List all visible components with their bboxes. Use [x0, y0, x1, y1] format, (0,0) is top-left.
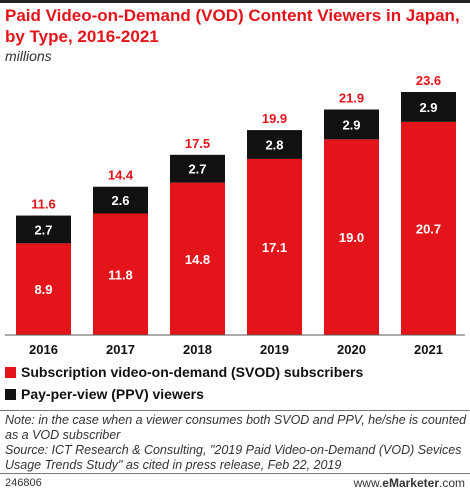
bar-ppv-2021 [401, 92, 456, 122]
bar-svod-2019 [247, 158, 302, 335]
brand-suffix: .com [438, 476, 465, 490]
x-tick-label-2018: 2018 [183, 342, 212, 357]
data-label-ppv-2018: 2.7 [188, 162, 206, 177]
legend-label-ppv: Pay-per-view (PPV) viewers [21, 386, 204, 402]
bar-ppv-2019 [247, 130, 302, 159]
x-tick-label-2020: 2020 [337, 342, 366, 357]
brand-prefix: www. [353, 476, 383, 490]
x-tick-label-2016: 2016 [29, 342, 58, 357]
brand-logo[interactable]: www.eMarketer.com [354, 476, 465, 490]
legend-swatch-ppv [5, 388, 16, 400]
data-label-ppv-2016: 2.7 [34, 222, 52, 237]
bar-ppv-2018 [170, 154, 225, 183]
data-label-svod-2018: 14.8 [185, 252, 210, 267]
x-tick-label-2021: 2021 [414, 342, 443, 357]
chart-id: 246806 [5, 477, 42, 489]
bar-svod-2017 [93, 213, 148, 335]
bar-svod-2018 [170, 182, 225, 335]
source-note: Note: in the case when a viewer consumes… [5, 413, 467, 472]
total-label-2020: 21.9 [339, 91, 364, 106]
legend-swatch-svod [5, 366, 16, 378]
bar-svod-2021 [401, 121, 456, 335]
x-tick-label-2017: 2017 [106, 342, 135, 357]
bar-ppv-2016 [16, 215, 71, 244]
data-label-svod-2019: 17.1 [262, 240, 287, 255]
data-label-ppv-2017: 2.6 [111, 193, 129, 208]
data-label-svod-2021: 20.7 [416, 221, 441, 236]
footer-divider [0, 473, 470, 474]
legend-label-svod: Subscription video-on-demand (SVOD) subs… [21, 364, 364, 380]
data-label-ppv-2019: 2.8 [265, 138, 283, 153]
total-label-2016: 11.6 [31, 197, 56, 212]
data-label-ppv-2021: 2.9 [419, 100, 437, 115]
total-label-2018: 17.5 [185, 136, 210, 151]
x-tick-label-2019: 2019 [260, 342, 289, 357]
legend-item-svod: Subscription video-on-demand (SVOD) subs… [5, 363, 363, 381]
data-label-svod-2020: 19.0 [339, 230, 364, 245]
data-label-ppv-2020: 2.9 [342, 117, 360, 132]
divider [0, 410, 470, 411]
chart-title: Paid Video-on-Demand (VOD) Content Viewe… [5, 6, 460, 46]
bar-ppv-2020 [324, 109, 379, 140]
bar-svod-2020 [324, 139, 379, 335]
data-label-svod-2017: 11.8 [108, 267, 133, 282]
total-label-2017: 14.4 [108, 168, 134, 183]
bar-ppv-2017 [93, 186, 148, 214]
total-label-2019: 19.9 [262, 111, 287, 126]
brand-name: eMarketer [382, 476, 439, 490]
data-label-svod-2016: 8.9 [34, 282, 52, 297]
chart-subtitle: millions [5, 48, 52, 64]
bar-chart: 8.9 2.7 11.6 2016 11.8 2.6 14.4 2017 14.8 2.7 17.5… [5, 73, 465, 357]
legend-item-ppv: Pay-per-view (PPV) viewers [5, 385, 204, 403]
bar-svod-2016 [16, 243, 71, 335]
total-label-2021: 23.6 [416, 73, 441, 88]
top-rule [0, 0, 470, 3]
